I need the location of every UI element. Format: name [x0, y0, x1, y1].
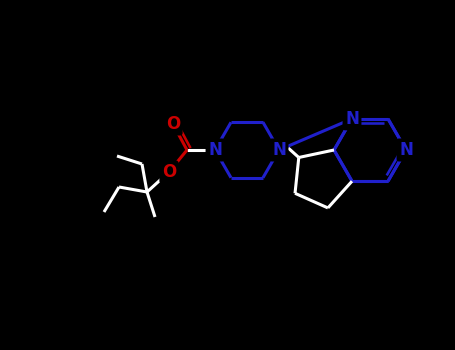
- Text: N: N: [399, 141, 413, 159]
- Text: O: O: [166, 115, 180, 133]
- Text: O: O: [162, 163, 176, 181]
- Text: N: N: [208, 141, 222, 159]
- Text: N: N: [272, 141, 286, 159]
- Text: N: N: [345, 110, 359, 128]
